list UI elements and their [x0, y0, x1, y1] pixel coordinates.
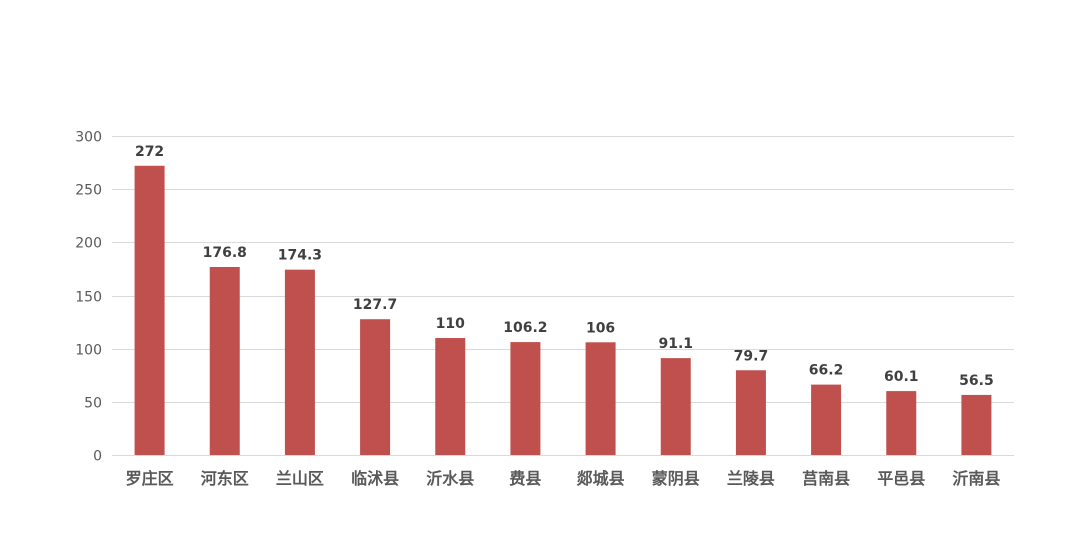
data-label: 106: [586, 320, 615, 336]
bar: [360, 319, 391, 455]
x-axis-ticks: 罗庄区 河东区 兰山区 临沭县 沂水县 费县 郯城县 蒙阴县 兰陵县 莒南县 平邑县 沂南县: [126, 469, 1001, 488]
bar: [209, 267, 240, 455]
data-labels: 272 176.8 174.3 127.7 110 106.2 106 91.1 79.7 66.…: [135, 144, 994, 389]
data-label: 60.1: [884, 369, 919, 385]
x-tick-label: 莒南县: [802, 469, 850, 488]
y-tick-label: 300: [75, 130, 102, 146]
data-label: 56.5: [959, 373, 994, 389]
data-label: 110: [436, 316, 465, 332]
x-tick-label: 沂水县: [426, 469, 474, 488]
y-tick-label: 100: [75, 343, 102, 359]
x-tick-label: 兰陵县: [727, 469, 775, 488]
y-tick-label: 150: [75, 290, 102, 306]
y-tick-label: 0: [93, 449, 102, 465]
data-label: 176.8: [203, 245, 247, 261]
data-label: 272: [135, 144, 164, 160]
bar: [284, 269, 315, 455]
y-tick-label: 200: [75, 236, 102, 252]
data-label: 174.3: [278, 248, 322, 264]
bar: [961, 394, 992, 455]
bar: [660, 358, 691, 455]
bar: [811, 384, 842, 455]
bars: [134, 165, 992, 456]
data-label: 127.7: [353, 297, 397, 313]
x-tick-label: 临沭县: [351, 469, 399, 488]
bar: [886, 391, 917, 455]
bar: [735, 370, 766, 455]
x-tick-label: 费县: [509, 469, 541, 488]
data-label: 106.2: [503, 320, 547, 336]
y-tick-label: 250: [75, 183, 102, 199]
y-tick-label: 50: [84, 396, 102, 412]
data-label: 66.2: [809, 363, 844, 379]
data-label: 91.1: [658, 336, 693, 352]
gridlines: [112, 136, 1014, 456]
x-tick-label: 罗庄区: [126, 469, 174, 488]
bar: [510, 342, 541, 455]
x-tick-label: 平邑县: [877, 469, 925, 488]
x-tick-label: 郯城县: [577, 469, 625, 488]
bar: [134, 165, 165, 456]
x-tick-label: 蒙阴县: [652, 469, 700, 488]
x-tick-label: 兰山区: [276, 469, 324, 488]
x-tick-label: 沂南县: [952, 469, 1000, 488]
x-tick-label: 河东区: [201, 469, 249, 488]
data-label: 79.7: [734, 348, 769, 364]
y-axis-ticks: 0 50 100 150 200 250 300: [75, 130, 102, 465]
bar: [585, 342, 616, 455]
bar: [435, 338, 466, 455]
